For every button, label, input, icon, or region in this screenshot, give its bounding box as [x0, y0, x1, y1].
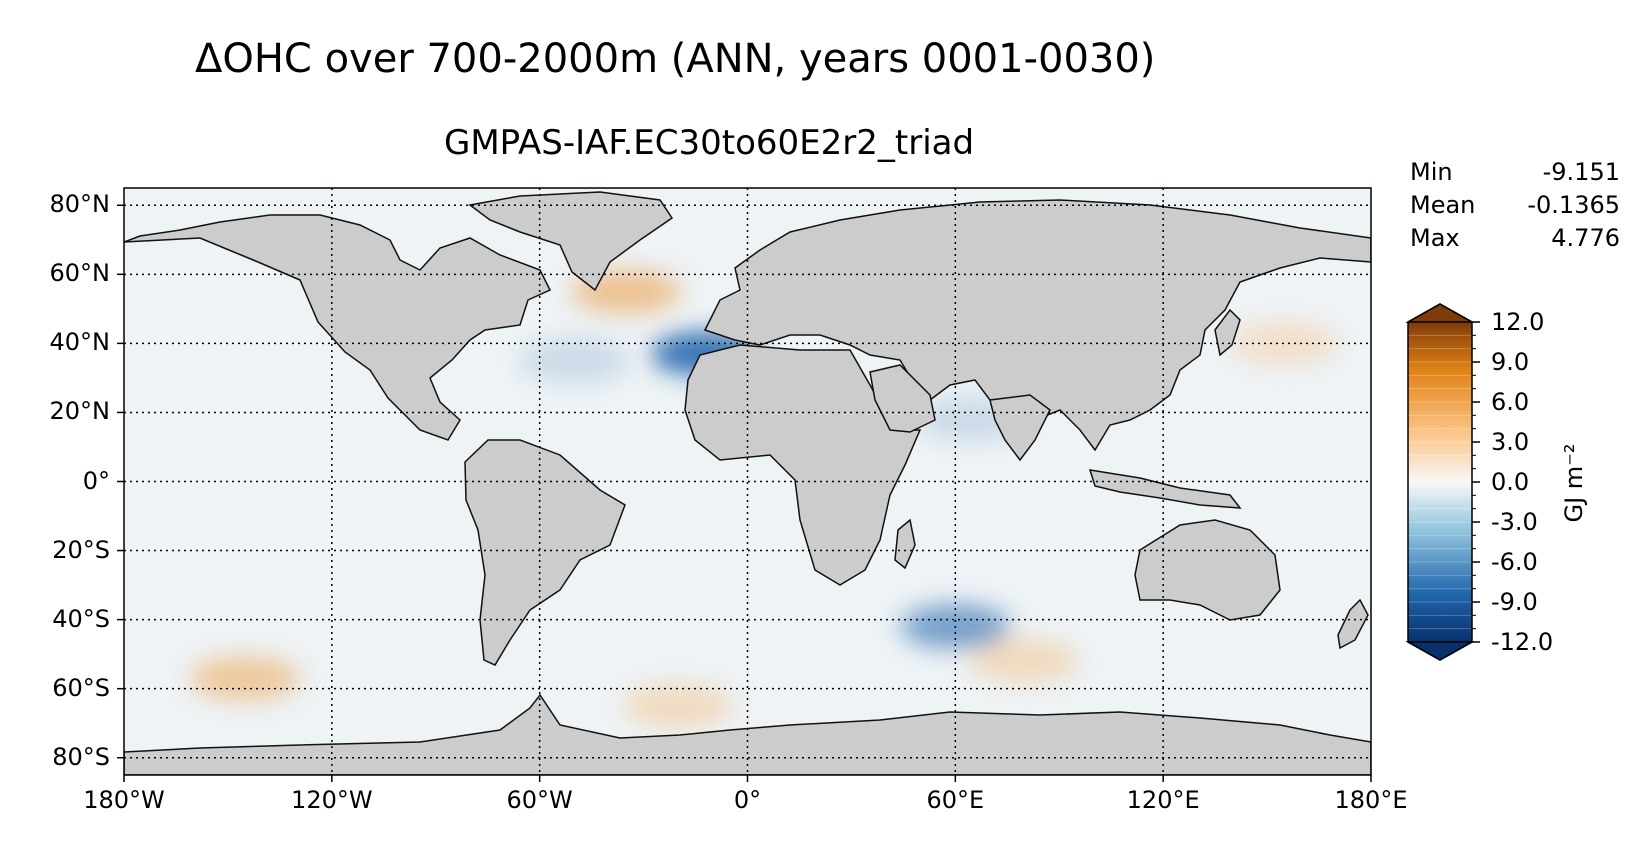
- colorbar-tick-label: 6.0: [1491, 388, 1530, 416]
- land-india: [989, 394, 1051, 462]
- lat-tick-label: 80°S: [52, 742, 110, 771]
- stat-max: Max 4.776: [1410, 222, 1620, 255]
- lon-tick-label: 120°W: [291, 786, 373, 814]
- panel-title: GMPAS-IAF.EC30to60E2r2_triad: [444, 123, 975, 163]
- stat-mean: Mean -0.1365: [1410, 189, 1620, 222]
- lon-tick-label: 180°E: [1334, 786, 1408, 814]
- gridlines: [124, 188, 1371, 775]
- colorbar-bands: [1408, 321, 1472, 643]
- land-north-america: [124, 214, 552, 441]
- lat-tick-label: 60°N: [49, 259, 111, 288]
- anomaly-southern-atlantic-warm: [623, 683, 734, 728]
- stats-box: Min -9.151 Mean -0.1365 Max 4.776: [1410, 156, 1620, 255]
- lon-tick-label: 60°E: [926, 786, 985, 814]
- figure-title: ΔOHC over 700-2000m (ANN, years 0001-003…: [195, 36, 1156, 82]
- anomaly-south-pacific-warm: [190, 656, 301, 701]
- land-australia: [1134, 519, 1281, 621]
- colorbar-body: [1408, 322, 1472, 642]
- colorbar: [1405, 303, 1480, 661]
- stat-max-value: 4.776: [1551, 224, 1620, 252]
- stat-min: Min -9.151: [1410, 156, 1620, 189]
- lat-tick-label: 0°: [82, 466, 110, 495]
- anomaly-gulf-stream-cold: [519, 338, 630, 383]
- stat-min-label: Min: [1410, 158, 1453, 186]
- colorbar-tick-label: -6.0: [1491, 548, 1538, 576]
- lat-tick-label: 20°N: [49, 397, 111, 426]
- anomaly-layer: [190, 269, 1340, 728]
- lat-tick-label: 40°S: [52, 604, 110, 633]
- axis-ticks: [117, 204, 1372, 782]
- lon-tick-label: 180°W: [83, 786, 165, 814]
- lon-tick-label: 120°E: [1126, 786, 1200, 814]
- land-layer: [124, 191, 1371, 775]
- land-indonesia: [1088, 469, 1242, 509]
- lon-tick-label: 60°W: [506, 786, 573, 814]
- stat-mean-value: -0.1365: [1527, 191, 1620, 219]
- land-japan: [1214, 308, 1241, 357]
- land-south-america: [464, 439, 626, 666]
- land-greenland: [468, 191, 674, 292]
- colorbar-tick-label: -9.0: [1491, 588, 1538, 616]
- stat-mean-label: Mean: [1410, 191, 1476, 219]
- land-eurasia: [703, 199, 1371, 452]
- land-madagascar: [894, 518, 916, 570]
- colorbar-tick-label: -3.0: [1491, 508, 1538, 536]
- lat-tick-label: 40°N: [49, 328, 111, 357]
- lon-tick-label: 0°: [733, 786, 762, 814]
- anomaly-southern-ocean-warm: [969, 639, 1080, 684]
- colorbar-extend-high: [1405, 303, 1475, 323]
- colorbar-tick-label: 0.0: [1491, 468, 1530, 496]
- land-africa: [684, 344, 922, 586]
- land-arabia: [869, 364, 936, 433]
- stat-max-label: Max: [1410, 224, 1460, 252]
- land-new-zealand: [1337, 598, 1369, 650]
- colorbar-extend-low: [1405, 641, 1475, 661]
- lat-tick-label: 80°N: [49, 190, 111, 219]
- lat-tick-label: 20°S: [52, 535, 110, 564]
- stat-min-value: -9.151: [1542, 158, 1620, 186]
- lat-tick-label: 60°S: [52, 673, 110, 702]
- colorbar-tick-label: 9.0: [1491, 348, 1530, 376]
- colorbar-tick-label: 12.0: [1491, 308, 1545, 336]
- colorbar-tick-label: -12.0: [1491, 628, 1554, 656]
- colorbar-tick-marks: [1472, 321, 1480, 643]
- colorbar-tick-label: 3.0: [1491, 428, 1530, 456]
- colorbar-label: GJ m⁻²: [1560, 443, 1588, 523]
- anomaly-pacific-east-warm: [1229, 321, 1340, 366]
